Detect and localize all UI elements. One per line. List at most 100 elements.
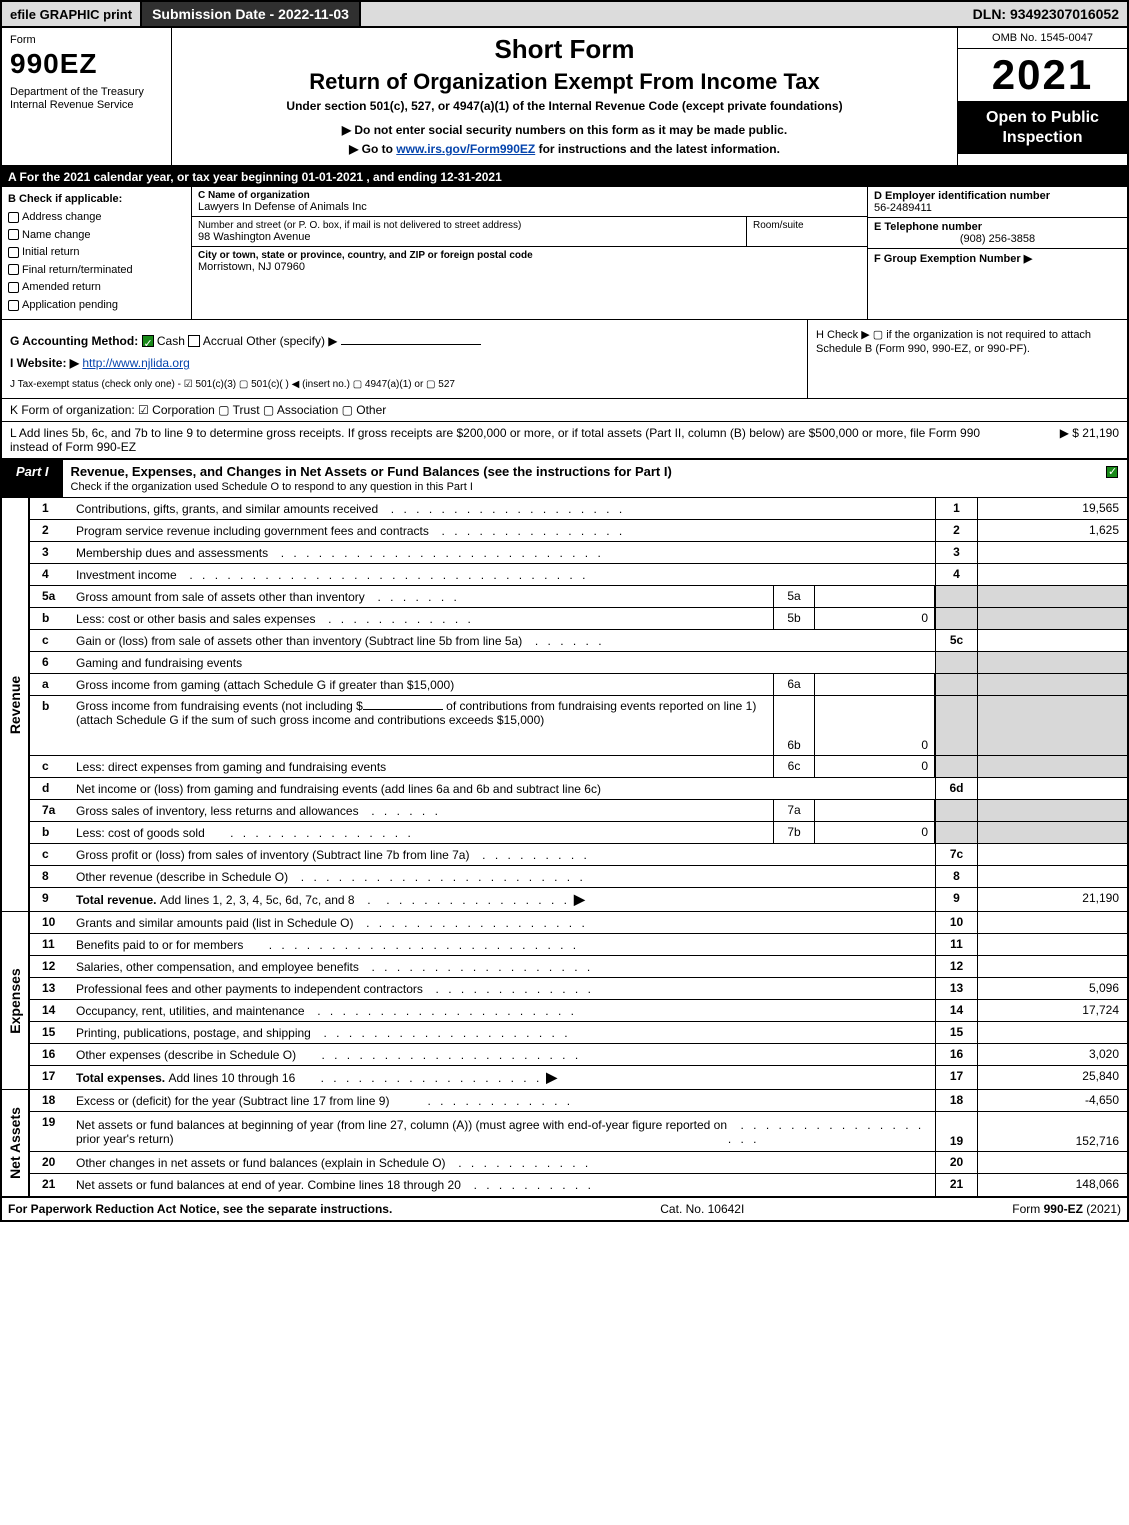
line-desc: Program service revenue including govern… — [72, 520, 935, 541]
c-addr-label: Number and street (or P. O. box, if mail… — [198, 220, 740, 231]
b-opt-text: Address change — [22, 211, 102, 223]
column-def: D Employer identification number 56-2489… — [867, 187, 1127, 318]
website-link[interactable]: http://www.njlida.org — [82, 356, 189, 370]
tax-year: 2021 — [958, 49, 1127, 102]
line-rnum: 17 — [935, 1066, 977, 1089]
line-num: 7a — [30, 800, 72, 821]
top-bar: efile GRAPHIC print Submission Date - 20… — [2, 2, 1127, 28]
line-6d: dNet income or (loss) from gaming and fu… — [30, 778, 1127, 800]
line-num: 13 — [30, 978, 72, 999]
checkbox-icon[interactable] — [8, 264, 19, 275]
line-2: 2Program service revenue including gover… — [30, 520, 1127, 542]
c-addr-block: Number and street (or P. O. box, if mail… — [192, 217, 747, 246]
checkbox-filled-icon[interactable] — [142, 335, 154, 347]
line-desc: Gaming and fundraising events — [72, 652, 935, 673]
checkbox-empty-icon[interactable] — [188, 335, 200, 347]
line-num: 20 — [30, 1152, 72, 1173]
line-desc: Gross profit or (loss) from sales of inv… — [72, 844, 935, 865]
footer-right-pre: Form — [1012, 1202, 1043, 1216]
bullet-goto: ▶ Go to www.irs.gov/Form990EZ for instru… — [182, 140, 947, 159]
line-desc: Net income or (loss) from gaming and fun… — [72, 778, 935, 799]
line-h: H Check ▶ ▢ if the organization is not r… — [807, 320, 1127, 399]
page-footer: For Paperwork Reduction Act Notice, see … — [2, 1198, 1127, 1220]
mid-num: 7b — [773, 822, 815, 843]
column-b: B Check if applicable: Address change Na… — [2, 187, 192, 318]
line-desc: Total expenses. Add lines 10 through 16 … — [72, 1066, 935, 1089]
checkbox-icon[interactable] — [8, 247, 19, 258]
line-num: 5a — [30, 586, 72, 607]
f-block: F Group Exemption Number ▶ — [868, 249, 1127, 268]
line-1: 1Contributions, gifts, grants, and simil… — [30, 498, 1127, 520]
c-city-block: City or town, state or province, country… — [192, 247, 867, 276]
footer-right-bold: 990-EZ — [1044, 1202, 1083, 1216]
line-rval — [977, 956, 1127, 977]
checkbox-icon[interactable] — [8, 282, 19, 293]
checkbox-icon[interactable] — [8, 300, 19, 311]
line-15: 15Printing, publications, postage, and s… — [30, 1022, 1127, 1044]
phone-value: (908) 256-3858 — [874, 233, 1121, 245]
part-i-title: Revenue, Expenses, and Changes in Net As… — [63, 460, 1097, 497]
line-desc: Membership dues and assessments . . . . … — [72, 542, 935, 563]
b-opt-pending: Application pending — [8, 297, 185, 315]
line-k: K Form of organization: ☑ Corporation ▢ … — [2, 399, 1127, 422]
line-desc: Gross amount from sale of assets other t… — [72, 586, 773, 607]
line-desc: Other changes in net assets or fund bala… — [72, 1152, 935, 1173]
revenue-grid: Revenue 1Contributions, gifts, grants, a… — [2, 498, 1127, 912]
part-i-check — [1097, 460, 1127, 497]
form-number: 990EZ — [10, 48, 163, 80]
line-desc: Other revenue (describe in Schedule O) .… — [72, 866, 935, 887]
line-rnum-shade — [935, 586, 977, 607]
line-rval-shade — [977, 652, 1127, 673]
line-5c: cGain or (loss) from sale of assets othe… — [30, 630, 1127, 652]
line-rnum: 19 — [935, 1112, 977, 1151]
netassets-text: Net Assets — [7, 1107, 23, 1179]
b-opt-amended: Amended return — [8, 279, 185, 297]
line-6a: aGross income from gaming (attach Schedu… — [30, 674, 1127, 696]
line-desc: Less: cost of goods sold . . . . . . . .… — [72, 822, 773, 843]
line-5b: bLess: cost or other basis and sales exp… — [30, 608, 1127, 630]
line-20: 20Other changes in net assets or fund ba… — [30, 1152, 1127, 1174]
line-num: 11 — [30, 934, 72, 955]
line-num: 14 — [30, 1000, 72, 1021]
line-rnum: 20 — [935, 1152, 977, 1173]
irs-link[interactable]: www.irs.gov/Form990EZ — [396, 142, 535, 156]
line-desc: Benefits paid to or for members . . . . … — [72, 934, 935, 955]
line-rnum: 11 — [935, 934, 977, 955]
arrow-icon: ▶ — [570, 891, 589, 908]
line-rval: 21,190 — [977, 888, 1127, 911]
revenue-rows: 1Contributions, gifts, grants, and simil… — [30, 498, 1127, 911]
mid-num: 7a — [773, 800, 815, 821]
mid-num: 5b — [773, 608, 815, 629]
line-num: 19 — [30, 1112, 72, 1151]
contrib-input[interactable] — [363, 709, 443, 710]
line-desc: Net assets or fund balances at end of ye… — [72, 1174, 935, 1196]
short-form-title: Short Form — [182, 34, 947, 65]
line-rnum: 9 — [935, 888, 977, 911]
line-rnum: 5c — [935, 630, 977, 651]
line-rnum: 10 — [935, 912, 977, 933]
department-line: Department of the Treasury Internal Reve… — [10, 86, 163, 112]
checkbox-icon[interactable] — [8, 229, 19, 240]
line-rnum: 12 — [935, 956, 977, 977]
line-desc: Contributions, gifts, grants, and simila… — [72, 498, 935, 519]
b-opt-initial: Initial return — [8, 244, 185, 262]
mid-num: 6a — [773, 674, 815, 695]
line-rnum: 6d — [935, 778, 977, 799]
g-other-input[interactable] — [341, 344, 481, 345]
line-num: 15 — [30, 1022, 72, 1043]
line-rval — [977, 1022, 1127, 1043]
line-rval-shade — [977, 800, 1127, 821]
line-num: 18 — [30, 1090, 72, 1111]
footer-right: Form 990-EZ (2021) — [1012, 1202, 1121, 1216]
line-12: 12Salaries, other compensation, and empl… — [30, 956, 1127, 978]
checkbox-icon[interactable] — [8, 212, 19, 223]
line-6b: bGross income from fundraising events (n… — [30, 696, 1127, 756]
line-desc: Gain or (loss) from sale of assets other… — [72, 630, 935, 651]
line-6c: cLess: direct expenses from gaming and f… — [30, 756, 1127, 778]
header-right: OMB No. 1545-0047 2021 Open to Public In… — [957, 28, 1127, 165]
mid-val: 0 — [815, 756, 935, 777]
line-desc: Gross income from gaming (attach Schedul… — [72, 674, 773, 695]
revenue-side-label: Revenue — [2, 498, 30, 911]
checkbox-filled-icon[interactable] — [1106, 466, 1118, 478]
line-13: 13Professional fees and other payments t… — [30, 978, 1127, 1000]
